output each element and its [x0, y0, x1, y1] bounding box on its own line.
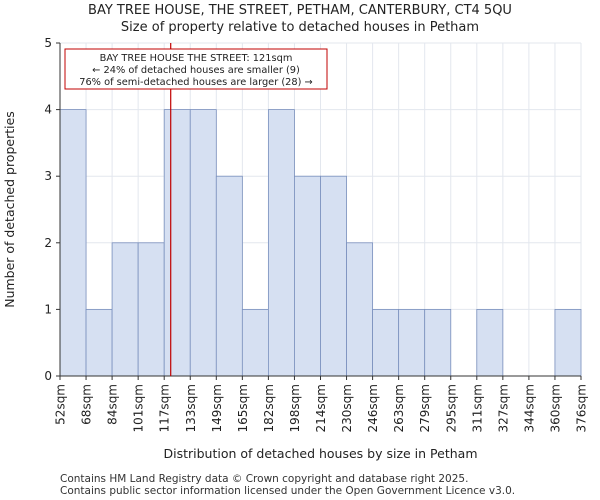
x-tick-label: 101sqm	[132, 384, 146, 432]
bar-360sqm	[554, 308, 582, 377]
bar-279sqm	[424, 308, 452, 377]
x-tick-label: 68sqm	[80, 384, 94, 425]
annotation-line-1: BAY TREE HOUSE THE STREET: 121sqm	[100, 53, 293, 64]
y-tick-label: 2	[44, 236, 52, 250]
x-axis-title: Distribution of detached houses by size …	[163, 446, 477, 461]
bar-230sqm	[346, 242, 373, 377]
bar-68sqm	[85, 308, 113, 377]
bar-214sqm	[320, 175, 347, 377]
y-tick-label: 0	[44, 369, 52, 383]
x-tick-label: 311sqm	[470, 384, 484, 432]
y-tick-label: 4	[44, 103, 52, 117]
bar-149sqm	[215, 175, 243, 377]
x-tick-label: 133sqm	[184, 384, 198, 432]
x-tick-label: 279sqm	[418, 384, 432, 432]
annotation-box	[64, 48, 328, 90]
chart-subtitle: Size of property relative to detached ho…	[120, 20, 480, 35]
x-tick-label: 344sqm	[522, 384, 536, 432]
bar-246sqm	[372, 308, 400, 377]
x-tick-label: 84sqm	[106, 384, 120, 425]
y-tick-label: 5	[44, 36, 52, 50]
annotation-line-3: 76% of semi-detached houses are larger (…	[79, 77, 313, 88]
x-tick-label: 165sqm	[236, 384, 250, 432]
y-tick-label: 1	[44, 302, 52, 316]
x-tick-label: 327sqm	[496, 384, 510, 432]
x-tick-label: 360sqm	[548, 384, 562, 432]
y-axis-title: Number of detached properties	[2, 111, 17, 308]
chart-title: BAY TREE HOUSE, THE STREET, PETHAM, CANT…	[88, 3, 512, 18]
x-tick-label: 214sqm	[314, 384, 328, 432]
bar-84sqm	[111, 242, 139, 377]
x-tick-label: 376sqm	[575, 384, 589, 432]
x-tick-label: 198sqm	[288, 384, 302, 432]
bar-117sqm	[163, 109, 191, 377]
x-tick-label: 52sqm	[54, 384, 68, 425]
bar-263sqm	[398, 308, 426, 377]
bar-165sqm	[241, 308, 269, 377]
bar-52sqm	[59, 109, 87, 377]
x-tick-label: 246sqm	[366, 384, 380, 432]
bar-101sqm	[137, 242, 165, 377]
footer-line-2: Contains public sector information licen…	[60, 485, 516, 497]
bar-133sqm	[189, 109, 217, 377]
y-tick-label: 3	[44, 169, 52, 183]
footer-line-1: Contains HM Land Registry data © Crown c…	[60, 473, 469, 485]
x-tick-label: 149sqm	[210, 384, 224, 432]
x-tick-label: 295sqm	[444, 384, 458, 432]
x-tick-label: 230sqm	[340, 384, 354, 432]
bar-311sqm	[476, 308, 504, 377]
x-tick-label: 117sqm	[158, 384, 172, 432]
x-tick-label: 182sqm	[262, 384, 276, 432]
bar-198sqm	[294, 175, 321, 377]
bar-182sqm	[267, 109, 295, 377]
annotation-line-2: ← 24% of detached houses are smaller (9)	[92, 65, 300, 76]
x-tick-label: 263sqm	[392, 384, 406, 432]
